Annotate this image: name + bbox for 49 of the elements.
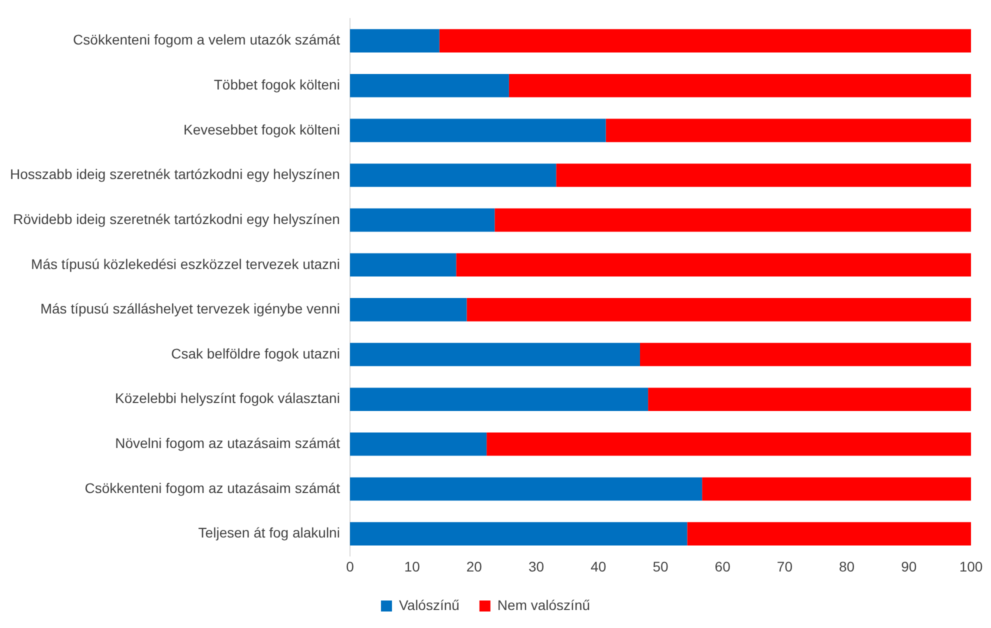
bar <box>350 208 495 232</box>
y-tick-label: Rövidebb ideig szeretnék tartózkodni egy helyszínen <box>13 210 340 227</box>
y-tick-label: Más típusú szálláshelyet tervezek igénybe venni <box>40 300 340 317</box>
bar <box>350 432 487 456</box>
bar <box>456 253 971 277</box>
y-tick-label: Csökkenteni fogom az utazásaim számát <box>84 480 340 496</box>
bar <box>508 74 971 98</box>
y-tick-label: Más típusú közlekedési eszközzel tervezek utazni <box>31 256 340 272</box>
bar <box>606 118 971 142</box>
y-tick-label: Közelebbi helyszínt fogok választani <box>115 390 340 406</box>
bar <box>350 477 702 501</box>
bar <box>648 388 971 411</box>
y-tick-label: Többet fogok költeni <box>214 76 340 92</box>
y-tick-label: Teljesen át fog alakulni <box>198 524 340 541</box>
y-tick-label: Kevesebbet fogok költeni <box>184 121 340 138</box>
bar <box>350 118 606 142</box>
bar <box>350 388 648 411</box>
legend-label: Nem valószínű <box>497 596 590 613</box>
bar <box>687 522 971 546</box>
x-tick-label: 40 <box>590 558 606 574</box>
x-tick-label: 70 <box>776 558 793 574</box>
bar <box>556 164 971 187</box>
bar <box>350 342 640 366</box>
y-tick-label: Hosszabb ideig szeretnék tartózkodni egy helyszínen <box>10 166 340 182</box>
x-tick-label: 30 <box>528 558 544 574</box>
x-tick-label: 50 <box>652 558 668 574</box>
bar <box>350 298 467 322</box>
bar <box>350 253 456 277</box>
x-tick-label: 60 <box>714 558 731 574</box>
x-tick-label: 20 <box>466 558 482 574</box>
y-tick-label: Csökkenteni fogom a velem utazók számát <box>73 32 340 48</box>
bar <box>640 342 971 366</box>
bar <box>702 477 971 501</box>
bar <box>350 74 509 98</box>
x-tick-label: 10 <box>404 558 420 574</box>
bar <box>350 164 556 187</box>
x-tick-label: 0 <box>346 558 354 574</box>
x-tick-label: 100 <box>959 558 983 574</box>
bar <box>494 208 971 232</box>
y-tick-label: Növelni fogom az utazásaim számát <box>115 435 340 452</box>
bar <box>466 298 971 322</box>
x-tick-label: 80 <box>839 558 855 574</box>
bar <box>486 432 971 456</box>
legend-label: Valószínű <box>398 596 460 613</box>
bar <box>350 522 688 546</box>
bar <box>439 29 971 52</box>
y-tick-label: Csak belföldre fogok utazni <box>171 345 340 362</box>
bar <box>350 29 440 52</box>
x-tick-label: 90 <box>901 558 917 574</box>
